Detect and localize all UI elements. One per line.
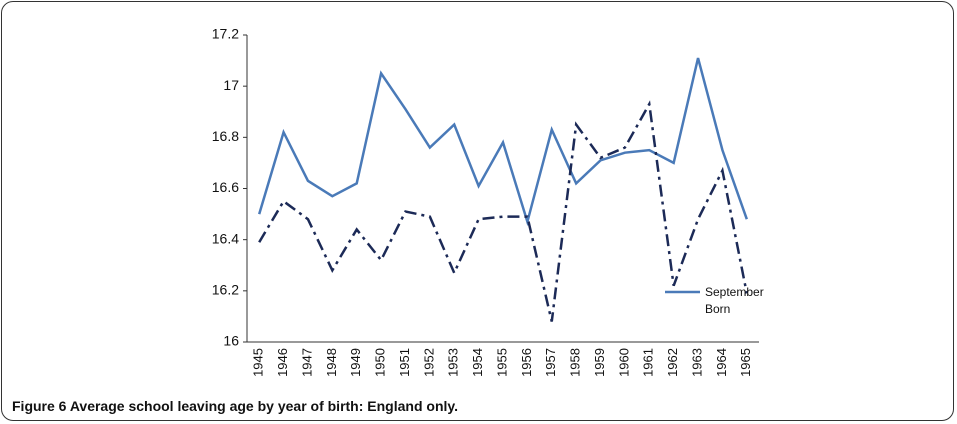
x-tick-label: 1954	[470, 348, 485, 377]
x-tick-label: 1952	[421, 348, 436, 377]
x-tick-label: 1962	[665, 348, 680, 377]
x-tick-label: 1955	[494, 348, 509, 377]
x-tick-label: 1964	[714, 348, 729, 377]
series-line	[258, 100, 749, 322]
series-line	[257, 57, 748, 227]
x-tick-label: 1963	[689, 348, 704, 377]
x-tick-label: 1945	[251, 348, 266, 377]
y-tick-label: 16	[223, 333, 239, 349]
x-tick-label: 1950	[373, 348, 388, 377]
x-tick-label: 1951	[397, 348, 412, 377]
x-tick-label: 1959	[592, 348, 607, 377]
y-tick-label: 16.8	[212, 128, 239, 144]
x-tick-label: 1960	[616, 348, 631, 377]
y-tick-label: 16.4	[212, 230, 239, 246]
x-tick-label: 1948	[324, 348, 339, 377]
y-tick-label: 17.2	[212, 26, 239, 42]
x-tick-label: 1946	[275, 348, 290, 377]
legend-label: September Born	[705, 285, 764, 316]
x-tick-label: 1947	[299, 348, 314, 377]
caption: Figure 6 Average school leaving age by y…	[12, 398, 459, 414]
x-tick-label: 1961	[641, 348, 656, 377]
x-tick-label: 1953	[446, 348, 461, 377]
x-tick-label: 1949	[348, 348, 363, 377]
x-tick-label: 1958	[568, 348, 583, 377]
y-tick-label: 17	[223, 77, 239, 93]
x-tick-label: 1965	[738, 348, 753, 377]
x-tick-label: 1956	[519, 348, 534, 377]
x-tick-label: 1957	[543, 348, 558, 377]
y-tick-label: 16.2	[212, 282, 239, 298]
y-tick-label: 16.6	[212, 179, 239, 195]
